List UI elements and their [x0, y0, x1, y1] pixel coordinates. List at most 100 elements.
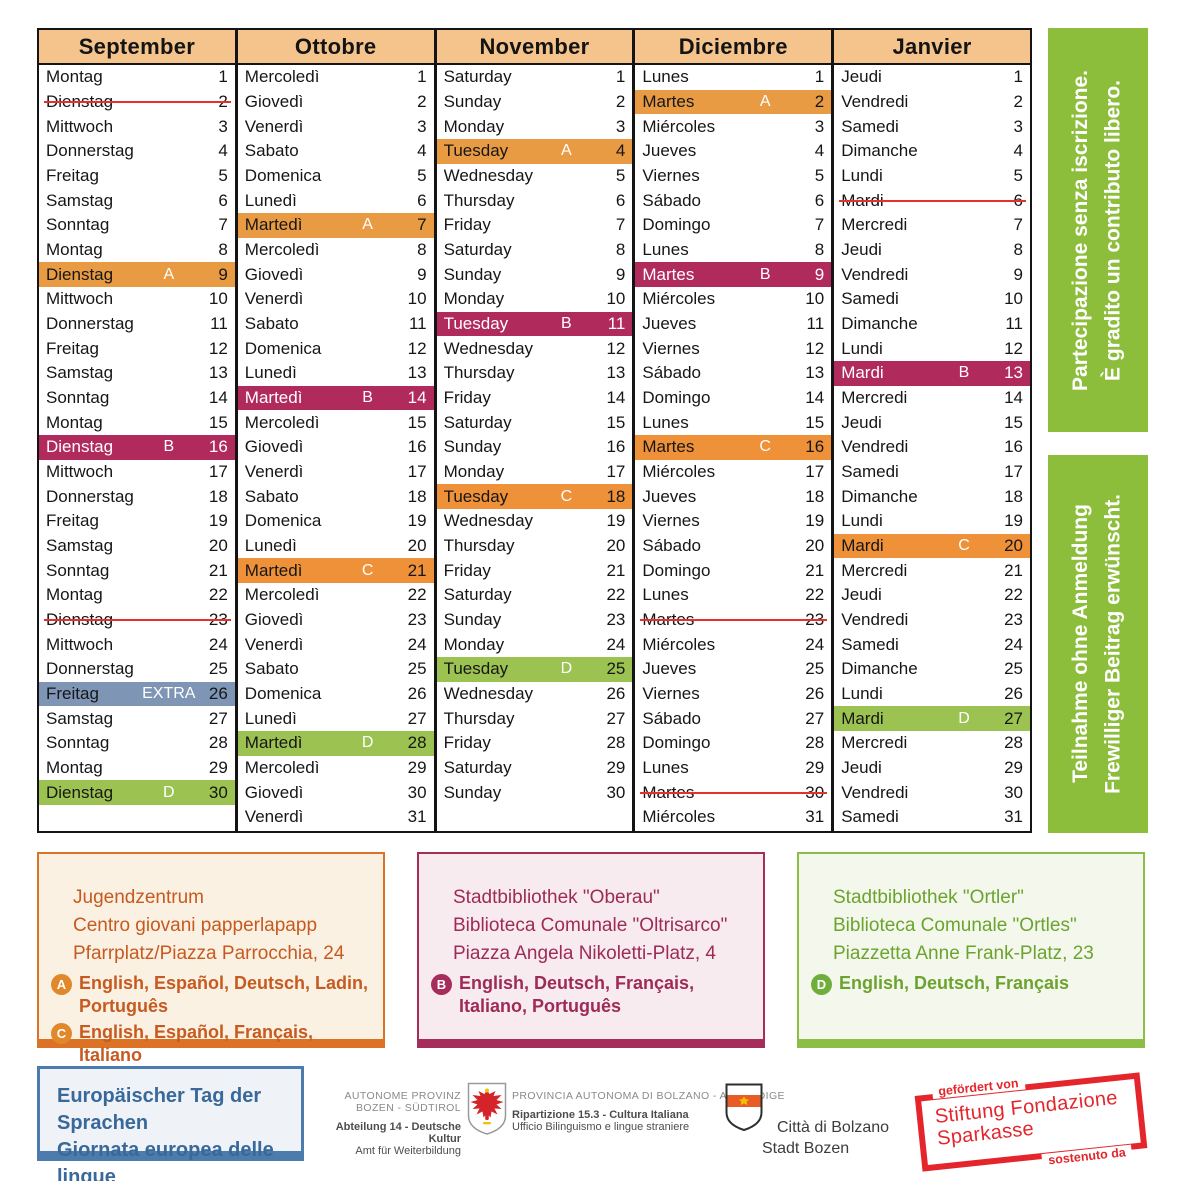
- day-number: 19: [805, 511, 825, 531]
- day-name: Martes: [642, 610, 695, 630]
- day-number: 8: [417, 240, 427, 260]
- day-number: 12: [407, 338, 427, 358]
- day-name: Mercoledì: [244, 758, 320, 778]
- day-row: Giovedì 30: [238, 780, 434, 805]
- month-column-diciembre: Diciembre Lunes 1 Martes A 2 Miércoles 3 Jueves 4…: [632, 30, 832, 831]
- day-number: 19: [1004, 511, 1023, 531]
- day-row: Viernes 12: [635, 336, 831, 361]
- day-name: Mittwoch: [46, 462, 114, 482]
- day-number: 30: [208, 782, 228, 802]
- day-row: Martes 23: [635, 608, 831, 633]
- participation-banner-german: Teilnahme ohne Anmeldung Frewilliger Bei…: [1048, 455, 1148, 833]
- day-row: Mercredi 28: [834, 731, 1030, 756]
- session-badge-a: A: [51, 974, 72, 996]
- day-row: Domingo 21: [635, 558, 831, 583]
- day-name: Samstag: [46, 536, 114, 556]
- day-row: Viernes 5: [635, 164, 831, 189]
- day-number: 8: [615, 240, 626, 260]
- day-number: 28: [1004, 733, 1023, 753]
- day-name: Friday: [443, 388, 491, 408]
- day-row: Saturday 29: [437, 756, 633, 781]
- banner-line: È gradito un contributo libero.: [1102, 79, 1125, 381]
- day-name: Montag: [46, 758, 103, 778]
- day-name: Donnerstag: [46, 314, 134, 334]
- day-number: 8: [218, 240, 228, 260]
- day-number: 21: [606, 560, 626, 580]
- day-row: Mittwoch 24: [39, 632, 235, 657]
- day-number: 4: [615, 141, 626, 161]
- day-number: 10: [805, 289, 825, 309]
- session-tag: C: [958, 537, 970, 555]
- day-number: 1: [218, 67, 228, 87]
- day-name: Sunday: [443, 610, 502, 630]
- day-number: 25: [805, 659, 825, 679]
- day-row: Lundi 19: [834, 509, 1030, 534]
- day-name: Thursday: [443, 363, 515, 383]
- day-number: 27: [1004, 708, 1023, 728]
- day-name: Venerdì: [244, 462, 304, 482]
- day-number: 16: [606, 437, 626, 457]
- day-name: Jueves: [642, 141, 697, 161]
- day-name: Martedì: [244, 215, 303, 235]
- day-row: Dienstag 23: [39, 608, 235, 633]
- day-number: 8: [1013, 240, 1023, 260]
- day-name: Saturday: [443, 758, 512, 778]
- day-name: Lunedì: [244, 190, 297, 210]
- day-row: Friday 7: [437, 213, 633, 238]
- day-number: 15: [805, 412, 825, 432]
- session-tag: A: [561, 142, 572, 160]
- day-name: Monday: [443, 462, 505, 482]
- session-badge-b: B: [431, 974, 452, 996]
- info-box-jugendzentrum: Jugendzentrum Centro giovani papperlapapp…: [37, 852, 385, 1065]
- day-number: 17: [407, 462, 427, 482]
- day-row: Sábado 20: [635, 534, 831, 559]
- day-name: Martes: [642, 264, 695, 284]
- day-row: Wednesday 5: [437, 164, 633, 189]
- day-name: Domingo: [642, 388, 711, 408]
- day-name: Jueves: [642, 486, 697, 506]
- day-row: Thursday 13: [437, 361, 633, 386]
- day-number: 22: [805, 585, 825, 605]
- day-row: Martes 30: [635, 780, 831, 805]
- bolzano-city-label: Città di Bolzano Stadt Bozen: [762, 1118, 889, 1160]
- session-tag: C: [560, 487, 573, 505]
- day-number: 19: [407, 511, 427, 531]
- day-row: Sunday 9: [437, 262, 633, 287]
- day-name: Vendredi: [841, 782, 909, 802]
- day-name: Thursday: [443, 190, 515, 210]
- day-number: 1: [814, 67, 825, 87]
- day-number: 2: [615, 92, 626, 111]
- day-number: 26: [606, 684, 626, 704]
- day-number: 18: [1004, 486, 1023, 506]
- day-name: Miércoles: [642, 116, 716, 136]
- language-row: D English, Deutsch, Français: [799, 968, 1143, 996]
- day-row: Sonntag 7: [39, 213, 235, 238]
- day-row: Martes A 2: [635, 89, 832, 115]
- day-row: Sabato 11: [238, 312, 434, 337]
- day-row: Mercoledì 22: [238, 583, 434, 608]
- day-number: 14: [1004, 388, 1023, 408]
- day-number: 19: [208, 511, 228, 531]
- day-row: Sunday 16: [437, 435, 633, 460]
- day-number: 3: [814, 116, 825, 136]
- day-row: Tuesday D 25: [436, 657, 633, 682]
- day-name: Giovedì: [244, 610, 304, 630]
- day-row: Tuesday B 11: [436, 311, 633, 337]
- day-number: 28: [407, 733, 427, 753]
- day-row: Jeudi 15: [834, 410, 1030, 435]
- month-header: November: [436, 30, 633, 65]
- day-number: 23: [606, 610, 626, 630]
- day-number: 29: [208, 758, 228, 778]
- venue-line: Piazzetta Anne Frank-Platz, 23: [833, 943, 1094, 965]
- day-row: Thursday 27: [437, 706, 633, 731]
- day-name: Giovedì: [244, 264, 304, 284]
- day-name: Domingo: [642, 733, 711, 753]
- day-row: Miércoles 17: [635, 460, 831, 485]
- event-title-german: Europäischer Tag der Sprachen: [57, 1085, 262, 1134]
- day-row: Domenica 19: [238, 509, 434, 534]
- day-number: 15: [606, 412, 626, 432]
- day-name: Dimanche: [841, 486, 918, 506]
- day-name: Dienstag: [46, 610, 114, 630]
- day-name: Martedì: [244, 388, 303, 408]
- day-name: Sábado: [642, 190, 702, 210]
